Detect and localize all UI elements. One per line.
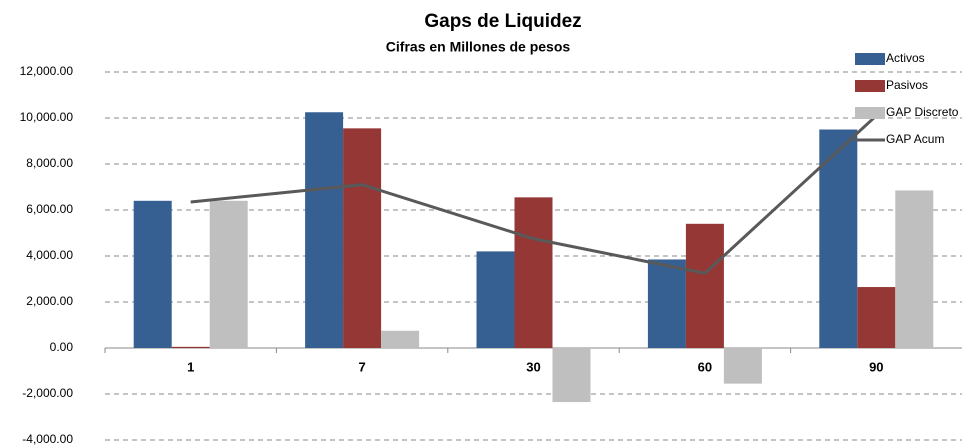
y-tick-label: 6,000.00 [26, 202, 73, 216]
bar [133, 200, 172, 348]
chart-subtitle: Cifras en Millones de pesos [386, 39, 571, 55]
y-tick-label: 4,000.00 [26, 248, 73, 262]
bar [476, 251, 515, 348]
x-tick-label: 30 [526, 359, 540, 374]
y-tick-label: 0.00 [50, 340, 74, 354]
bar [857, 287, 896, 348]
y-tick-label: 8,000.00 [26, 156, 73, 170]
legend-swatch [855, 53, 885, 65]
y-tick-label: -4,000.00 [22, 432, 73, 445]
legend-swatch [855, 107, 885, 119]
x-tick-label: 90 [869, 359, 883, 374]
bar [209, 200, 248, 348]
y-tick-label: 2,000.00 [26, 294, 73, 308]
x-tick-label: 60 [698, 359, 712, 374]
bar [819, 129, 858, 348]
line [190, 114, 878, 275]
bar [171, 346, 210, 348]
bar [305, 112, 344, 348]
bar [514, 197, 553, 348]
legend-label: GAP Discreto [886, 105, 959, 119]
bar [381, 330, 420, 348]
chart-title: Gaps de Liquidez [424, 11, 581, 32]
bar [343, 128, 382, 348]
legend-swatch [855, 80, 885, 92]
legend-label: Pasivos [886, 78, 928, 92]
y-tick-label: 12,000.00 [20, 64, 74, 78]
x-tick-label: 7 [358, 359, 365, 374]
bar [685, 223, 724, 348]
bar [723, 348, 762, 384]
y-tick-label: -2,000.00 [22, 386, 73, 400]
bar [647, 259, 686, 348]
x-tick-label: 1 [187, 359, 194, 374]
y-tick-label: 10,000.00 [20, 110, 74, 124]
bar [895, 190, 934, 348]
legend-label: GAP Acum [886, 132, 944, 146]
bar [552, 348, 591, 403]
legend-label: Activos [886, 51, 925, 65]
